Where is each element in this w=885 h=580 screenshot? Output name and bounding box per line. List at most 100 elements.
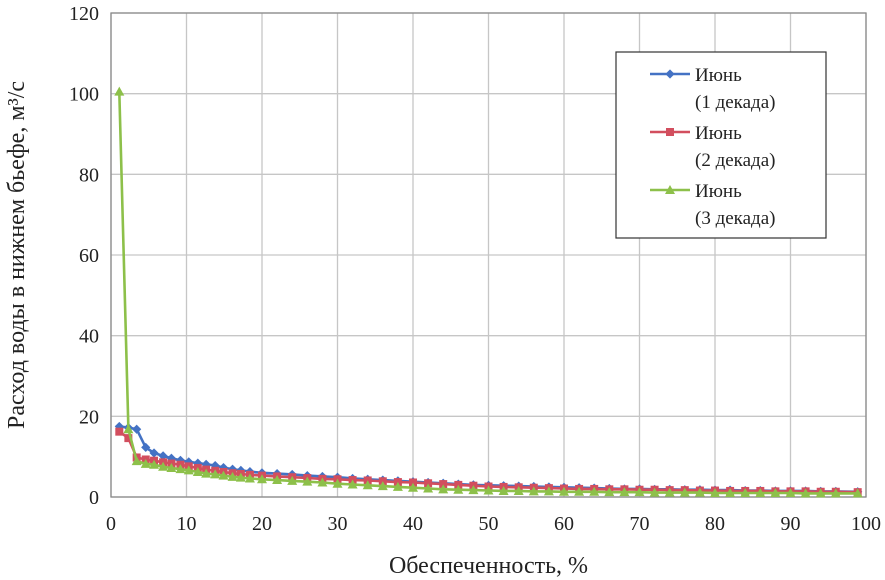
x-tick-label: 0 [106, 513, 116, 535]
data-point [423, 483, 434, 493]
data-point [679, 487, 690, 497]
data-point [272, 475, 283, 485]
data-point [184, 457, 194, 467]
data-point [175, 455, 186, 465]
data-point [725, 487, 736, 497]
data-point [438, 484, 449, 494]
data-point [634, 487, 645, 497]
data-point [332, 478, 343, 488]
data-point [132, 424, 142, 434]
data-point [408, 482, 418, 492]
x-tick-label: 100 [851, 513, 881, 535]
data-point [392, 481, 403, 491]
y-tick-label: 0 [89, 487, 99, 509]
data-point [218, 470, 229, 480]
legend-marker [665, 185, 675, 194]
data-point [830, 488, 841, 498]
y-tick-label: 20 [79, 406, 99, 428]
series-layer [114, 86, 863, 498]
data-point [409, 478, 417, 487]
data-point [347, 479, 358, 489]
data-point [815, 488, 826, 498]
data-point [483, 485, 494, 495]
data-point [543, 486, 554, 496]
data-point [218, 462, 229, 473]
data-point [235, 472, 246, 482]
data-point [210, 460, 220, 471]
data-point [201, 468, 212, 478]
x-tick-label: 40 [403, 513, 423, 535]
x-tick-label: 90 [781, 513, 801, 535]
legend-label: (1 декада) [695, 92, 775, 113]
data-point [192, 466, 203, 476]
x-tick-label: 20 [252, 513, 272, 535]
data-point [468, 485, 479, 495]
x-tick-label: 10 [177, 513, 197, 535]
legend-label: Июнь [695, 123, 742, 144]
data-point [210, 469, 221, 479]
data-point [317, 477, 328, 487]
plot-area-border [110, 12, 867, 498]
data-point [604, 487, 615, 497]
data-point [158, 461, 169, 471]
data-point [131, 456, 142, 466]
data-point [175, 464, 186, 474]
data-point [115, 427, 124, 436]
data-point [257, 474, 267, 484]
data-point [664, 487, 675, 497]
data-point [740, 487, 751, 497]
tick-labels: 0 10 20 30 40 50 60 70 80 90 100 0 20 40 60 80 100 120 [69, 3, 881, 535]
data-point [124, 434, 133, 443]
legend-item: Июнь (3 декада) [650, 181, 775, 229]
data-point [513, 485, 524, 495]
data-point [528, 486, 539, 496]
data-point [166, 462, 177, 472]
data-point [800, 488, 811, 498]
legend-item: Июнь (1 декада) [650, 65, 775, 113]
x-tick-label: 70 [630, 513, 650, 535]
data-point [694, 487, 705, 497]
data-point [166, 453, 176, 463]
data-point [785, 487, 796, 497]
data-point [424, 479, 433, 488]
data-point [852, 488, 863, 498]
data-point [649, 487, 660, 497]
x-tick-label: 30 [328, 513, 348, 535]
legend-box [615, 51, 827, 239]
data-point [619, 487, 630, 497]
x-axis-title: Обеспеченность, % [389, 553, 588, 579]
y-tick-label: 40 [79, 326, 99, 348]
data-point [362, 480, 373, 490]
data-point [114, 421, 124, 432]
y-tick-label: 60 [79, 245, 99, 267]
data-point [149, 459, 160, 469]
y-tick-label: 120 [69, 3, 99, 25]
data-point [149, 448, 159, 458]
data-point [498, 485, 509, 495]
data-point [141, 442, 151, 452]
y-tick-label: 100 [69, 84, 99, 106]
data-point [158, 451, 168, 461]
legend-marker [666, 128, 674, 136]
data-point [559, 486, 569, 496]
data-point [574, 486, 585, 496]
legend-label: Июнь [695, 65, 742, 86]
x-tick-label: 50 [479, 513, 499, 535]
legend-label: (3 декада) [695, 208, 775, 229]
data-point [453, 484, 464, 494]
data-point [183, 465, 194, 475]
y-axis-title: Расход воды в нижнем бьефе, м³/с [4, 81, 30, 429]
legend-marker [665, 69, 675, 79]
data-point [123, 424, 134, 434]
data-point [227, 471, 238, 481]
legend: Июнь (1 декада) Июнь (2 декада) Июнь (3 декад… [615, 51, 827, 239]
data-point [377, 481, 388, 491]
legend-label: Июнь [695, 181, 742, 202]
legend-label: (2 декада) [695, 150, 775, 171]
data-point [439, 480, 448, 489]
y-tick-label: 80 [79, 164, 99, 186]
data-point [244, 473, 255, 483]
data-point [287, 475, 298, 485]
